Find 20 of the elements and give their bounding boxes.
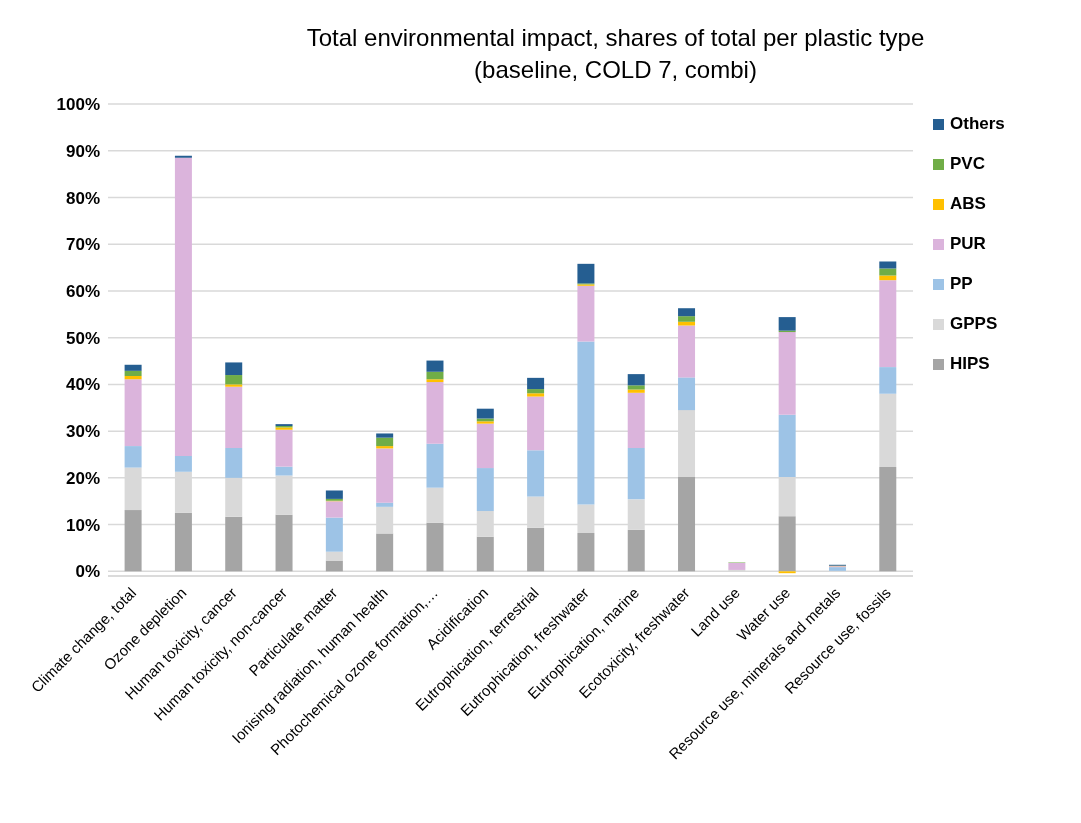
y-tick-label: 60% [65, 281, 100, 301]
chart-title: Total environmental impact, shares of total per plastic type [305, 23, 926, 53]
y-tick-label: 10% [65, 515, 100, 535]
legend-label: PUR [950, 234, 986, 254]
legend-label: ABS [950, 194, 986, 214]
y-tick-label: 40% [65, 375, 100, 395]
y-tick-label: 70% [65, 235, 100, 255]
legend-label: PVC [950, 154, 985, 174]
y-tick-label: 80% [65, 188, 100, 208]
y-tick-label: 90% [65, 141, 100, 161]
y-tick-label: 30% [65, 422, 100, 442]
y-tick-label: 0% [75, 562, 100, 582]
y-tick-label: 50% [65, 328, 100, 348]
legend-label: HIPS [950, 354, 990, 374]
legend-label: Others [950, 114, 1005, 134]
chart-subtitle: (baseline, COLD 7, combi) [473, 55, 758, 85]
y-tick-label: 20% [65, 468, 100, 488]
legend-label: PP [950, 274, 973, 294]
legend-label: GPPS [950, 314, 998, 334]
y-tick-label: 100% [56, 95, 100, 115]
